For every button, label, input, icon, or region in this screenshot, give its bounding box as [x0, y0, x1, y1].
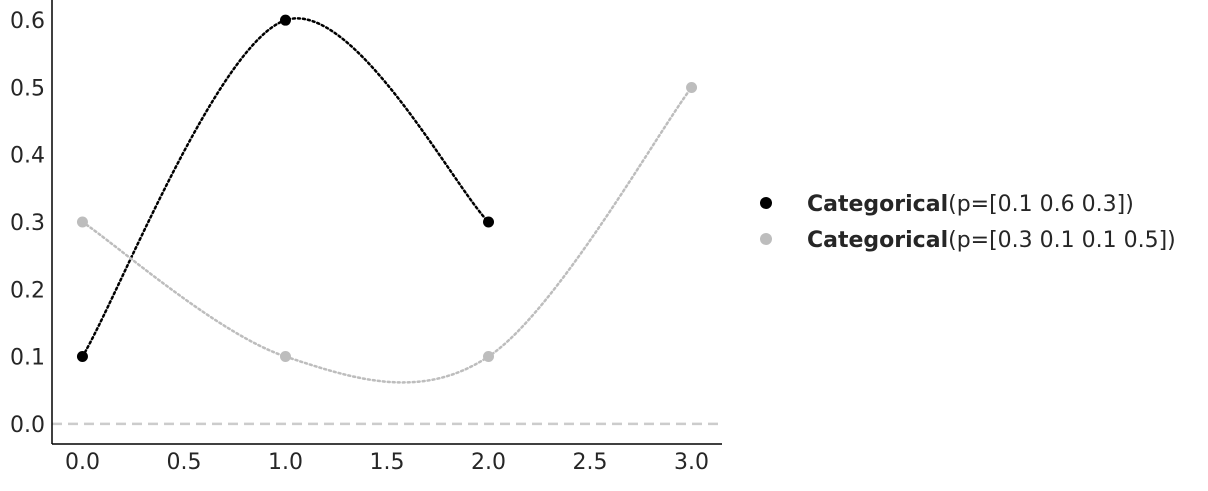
legend-label-1: Categorical(p=[0.1 0.6 0.3])	[807, 192, 1134, 217]
legend-marker-2	[760, 233, 772, 245]
axes	[51, 0, 722, 445]
x-tick-label: 2.0	[471, 450, 506, 475]
y-tick-label: 0.6	[10, 9, 45, 34]
series-1-point	[76, 351, 88, 363]
y-tick-label: 0.3	[10, 211, 45, 236]
y-tick-labels: 0.0 0.1 0.2 0.3 0.4 0.5 0.6	[10, 9, 45, 438]
y-tick-label: 0.1	[10, 346, 45, 371]
y-tick-label: 0.5	[10, 76, 45, 101]
series-2-point	[483, 351, 495, 363]
series-2-point	[76, 216, 88, 228]
series-1-line	[81, 17, 490, 358]
series-2-point	[279, 351, 291, 363]
series-1-point	[279, 14, 291, 26]
legend-label-2: Categorical(p=[0.3 0.1 0.1 0.5])	[807, 228, 1176, 253]
x-tick-label: 0.0	[65, 450, 100, 475]
x-tick-label: 0.5	[166, 450, 201, 475]
y-tick-label: 0.0	[10, 413, 45, 438]
x-tick-label: 3.0	[674, 450, 709, 475]
series-2-line	[81, 86, 693, 384]
series-1-point	[483, 216, 495, 228]
x-tick-label: 1.0	[268, 450, 303, 475]
plot-area	[52, 14, 722, 426]
x-tick-labels: 0.0 0.5 1.0 1.5 2.0 2.5 3.0	[65, 450, 709, 475]
y-tick-label: 0.2	[10, 278, 45, 303]
legend: Categorical(p=[0.1 0.6 0.3]) Categorical(…	[760, 192, 1176, 253]
x-tick-label: 1.5	[370, 450, 405, 475]
series-2-point	[686, 81, 698, 93]
x-tick-label: 2.5	[573, 450, 608, 475]
y-tick-label: 0.4	[10, 144, 45, 169]
legend-marker-1	[760, 197, 772, 209]
